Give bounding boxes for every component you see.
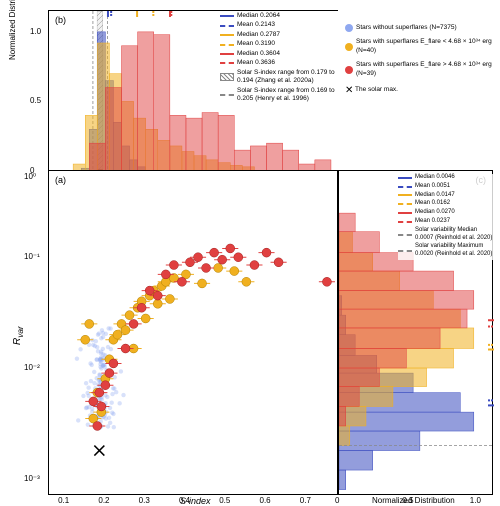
legend-row: Median 0.0270 [398,209,493,217]
panel-b-ylabel: Normalized Distribution [8,0,17,60]
legend-row: Stars without superflares (N=7375) [345,24,495,32]
legend-row: Median 0.2787 [220,31,335,39]
legend-row: Solar S-index range from 0.169 to 0.205 … [220,87,335,104]
legend-row: Stars with superflares E_flare < 4.68 × … [345,38,495,55]
panel-a-svg [49,171,339,496]
legend-row: Median 0.0147 [398,192,493,200]
legend-row: Solar variability Maximum 0.0020 (Reinho… [398,243,493,259]
legend-row: Mean 0.2143 [220,21,335,29]
population-legend: Stars without superflares (N=7375) Stars … [345,24,495,103]
legend-row: Mean 0.3190 [220,40,335,48]
legend-row: Solar variability Median 0.0007 (Reinhol… [398,227,493,243]
panel-a-ylabel: Rvar [12,326,25,345]
panel-c-legend: Median 0.0046Mean 0.0051Median 0.0147Mea… [398,174,493,260]
panel-b-label: (b) [55,15,66,25]
panel-b-legend: Median 0.2064Mean 0.2143Median 0.2787Mea… [220,12,335,104]
legend-row: Median 0.3604 [220,50,335,58]
legend-row: Mean 0.3636 [220,59,335,67]
panel-a: (a) [48,170,338,495]
legend-row: ✕The solar max. [345,84,495,97]
figure-root: (b) Normalized Distribution (a) Rvar S-i… [0,0,500,505]
legend-row: Mean 0.0162 [398,200,493,208]
legend-row: Mean 0.0051 [398,183,493,191]
legend-row: Median 0.0046 [398,174,493,182]
legend-row: Median 0.2064 [220,12,335,20]
legend-row: Solar S-index range from 0.179 to 0.194 … [220,69,335,86]
legend-row: Stars with superflares E_flare > 4.68 × … [345,61,495,78]
panel-a-label: (a) [55,175,66,185]
legend-row: Mean 0.0237 [398,218,493,226]
